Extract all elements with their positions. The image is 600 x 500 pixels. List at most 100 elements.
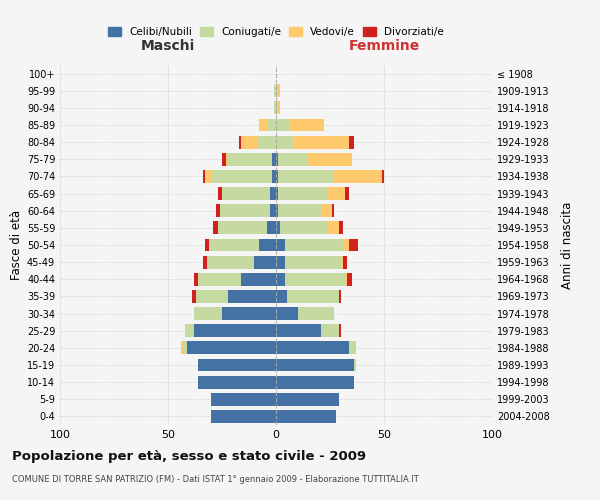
Bar bbox=[382, 170, 384, 183]
Bar bbox=[280, 222, 328, 234]
Bar bbox=[278, 153, 308, 166]
Y-axis label: Fasce di età: Fasce di età bbox=[10, 210, 23, 280]
Bar bbox=[289, 118, 323, 132]
Bar bbox=[239, 136, 241, 148]
Bar bbox=[257, 136, 276, 148]
Bar bbox=[269, 204, 276, 217]
Bar bbox=[343, 256, 347, 268]
Bar bbox=[276, 118, 289, 132]
Bar bbox=[276, 170, 278, 183]
Bar bbox=[211, 393, 276, 406]
Bar bbox=[276, 153, 278, 166]
Bar bbox=[181, 342, 183, 354]
Bar bbox=[272, 153, 276, 166]
Bar bbox=[211, 410, 276, 423]
Bar bbox=[349, 136, 354, 148]
Bar bbox=[276, 204, 278, 217]
Bar bbox=[345, 273, 347, 285]
Bar bbox=[268, 222, 276, 234]
Bar bbox=[220, 204, 269, 217]
Bar bbox=[185, 324, 194, 337]
Bar bbox=[345, 187, 349, 200]
Bar bbox=[194, 307, 222, 320]
Bar bbox=[198, 376, 276, 388]
Bar bbox=[276, 324, 322, 337]
Bar bbox=[205, 170, 211, 183]
Bar bbox=[284, 273, 345, 285]
Bar bbox=[276, 358, 354, 372]
Legend: Celibi/Nubili, Coniugati/e, Vedovi/e, Divorziati/e: Celibi/Nubili, Coniugati/e, Vedovi/e, Di… bbox=[105, 24, 447, 40]
Bar bbox=[278, 84, 280, 97]
Bar bbox=[284, 238, 343, 252]
Bar bbox=[222, 153, 226, 166]
Bar bbox=[328, 187, 345, 200]
Bar bbox=[328, 222, 338, 234]
Bar bbox=[278, 187, 328, 200]
Bar bbox=[209, 238, 259, 252]
Bar bbox=[215, 204, 220, 217]
Y-axis label: Anni di nascita: Anni di nascita bbox=[561, 202, 574, 288]
Bar bbox=[276, 187, 278, 200]
Bar bbox=[272, 170, 276, 183]
Bar bbox=[338, 324, 341, 337]
Bar bbox=[278, 204, 322, 217]
Bar bbox=[276, 256, 284, 268]
Bar bbox=[187, 342, 276, 354]
Bar bbox=[229, 290, 276, 303]
Bar bbox=[349, 342, 356, 354]
Bar bbox=[241, 136, 257, 148]
Bar bbox=[322, 204, 332, 217]
Bar bbox=[276, 342, 349, 354]
Bar bbox=[276, 290, 287, 303]
Text: Femmine: Femmine bbox=[349, 39, 419, 53]
Bar bbox=[194, 273, 198, 285]
Bar bbox=[276, 84, 278, 97]
Bar bbox=[207, 256, 254, 268]
Bar bbox=[276, 102, 278, 114]
Bar bbox=[347, 273, 352, 285]
Bar bbox=[222, 307, 276, 320]
Bar bbox=[222, 187, 269, 200]
Bar bbox=[194, 324, 276, 337]
Bar bbox=[349, 238, 358, 252]
Bar bbox=[192, 290, 196, 303]
Bar bbox=[276, 238, 284, 252]
Bar bbox=[205, 238, 209, 252]
Bar bbox=[322, 324, 338, 337]
Bar bbox=[218, 187, 222, 200]
Bar bbox=[196, 290, 229, 303]
Bar bbox=[268, 118, 276, 132]
Bar bbox=[334, 170, 382, 183]
Bar bbox=[332, 204, 334, 217]
Bar bbox=[203, 256, 207, 268]
Bar bbox=[354, 358, 356, 372]
Bar bbox=[229, 153, 272, 166]
Bar bbox=[183, 342, 187, 354]
Bar bbox=[298, 307, 334, 320]
Bar bbox=[276, 393, 338, 406]
Bar bbox=[276, 307, 298, 320]
Bar bbox=[214, 222, 218, 234]
Bar bbox=[269, 187, 276, 200]
Bar bbox=[259, 238, 276, 252]
Bar bbox=[276, 410, 337, 423]
Bar bbox=[203, 170, 205, 183]
Bar bbox=[274, 102, 276, 114]
Bar bbox=[254, 256, 276, 268]
Bar bbox=[259, 118, 268, 132]
Bar bbox=[198, 358, 276, 372]
Bar bbox=[241, 273, 276, 285]
Bar bbox=[278, 102, 280, 114]
Bar bbox=[287, 290, 338, 303]
Bar bbox=[341, 256, 343, 268]
Bar bbox=[276, 273, 284, 285]
Bar bbox=[276, 136, 293, 148]
Bar bbox=[293, 136, 349, 148]
Bar bbox=[276, 222, 280, 234]
Text: Popolazione per età, sesso e stato civile - 2009: Popolazione per età, sesso e stato civil… bbox=[12, 450, 366, 463]
Bar bbox=[308, 153, 352, 166]
Bar bbox=[211, 170, 272, 183]
Text: Maschi: Maschi bbox=[141, 39, 195, 53]
Bar bbox=[278, 170, 334, 183]
Bar bbox=[198, 273, 241, 285]
